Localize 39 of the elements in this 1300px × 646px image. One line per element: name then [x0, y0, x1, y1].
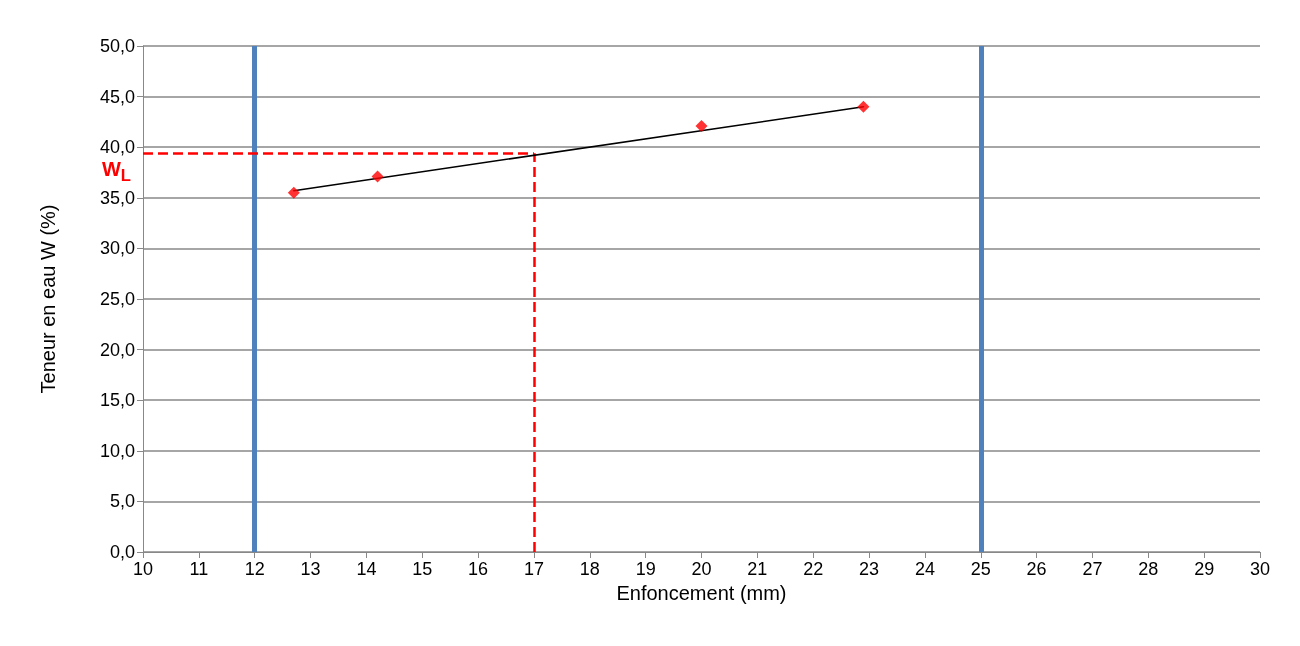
y-tick-label: 10,0 [99, 440, 135, 461]
y-tick-label: 0,0 [109, 542, 135, 562]
x-tick-label: 23 [859, 559, 880, 579]
y-tick-label: 25,0 [99, 289, 135, 309]
x-tick-label: 19 [635, 559, 656, 579]
y-tick-label: 45,0 [99, 86, 135, 107]
point [287, 186, 300, 199]
x-tick-label: 20 [691, 559, 712, 579]
x-axis-title: Enfoncement (mm) [616, 581, 787, 604]
y-tick-label: 50,0 [99, 36, 135, 56]
y-tick-label: 40,0 [99, 137, 135, 158]
x-tick-label: 12 [244, 559, 265, 579]
x-tick-label: 21 [747, 559, 768, 579]
x-tick-label: 11 [189, 559, 209, 579]
x-tick-label: 17 [523, 559, 544, 579]
point [695, 119, 708, 132]
x-tick-label: 29 [1194, 559, 1215, 579]
x-tick-label: 13 [300, 559, 321, 579]
point [371, 170, 384, 183]
y-tick-label: 15,0 [99, 390, 135, 411]
x-tick-label: 27 [1082, 559, 1103, 579]
y-axis-title: Teneur en eau W (%) [37, 204, 59, 394]
point [857, 100, 870, 113]
y-tick-label: 35,0 [99, 187, 135, 208]
y-tick-label: 20,0 [99, 339, 135, 360]
x-tick-label: 28 [1138, 559, 1159, 579]
x-tick-label: 25 [970, 559, 991, 579]
x-tick-label: 30 [1249, 559, 1271, 579]
x-tick-label: 26 [1026, 559, 1047, 579]
ref-line-label: W$_{L}$ [101, 158, 131, 188]
x-tick-label: 15 [412, 559, 433, 579]
x-tick-label: 22 [803, 559, 824, 579]
y-tick-label: 30,0 [99, 238, 135, 259]
x-tick-label: 14 [356, 559, 377, 579]
x-tick-label: 10 [132, 559, 154, 579]
x-tick-label: 16 [468, 559, 489, 579]
y-tick-label: 5,0 [109, 491, 135, 512]
x-tick-label: 18 [579, 559, 600, 579]
x-tick-label: 24 [914, 559, 935, 579]
